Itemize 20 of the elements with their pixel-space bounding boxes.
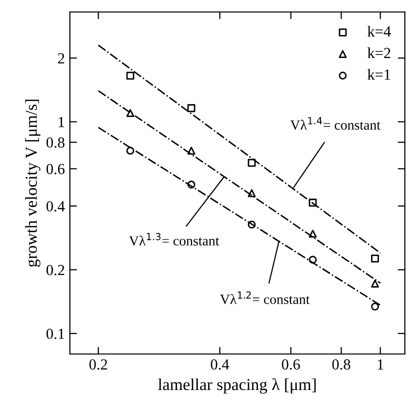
x-axis-title: lamellar spacing λ [μm] — [158, 378, 316, 394]
x-tick-label: 0.6 — [282, 359, 300, 370]
legend-label: k=4 — [367, 26, 391, 36]
y-tick-label: 2 — [58, 53, 64, 64]
legend-label: k=1 — [367, 69, 390, 80]
y-tick-label: 0.2 — [46, 264, 64, 276]
y-tick-label: 0.1 — [46, 328, 64, 339]
legend-label: k=2 — [367, 47, 390, 58]
y-tick-label: 1 — [58, 116, 64, 128]
y-axis-title: growth velocity V [μm/s] — [25, 100, 40, 267]
y-tick-label: 0.6 — [46, 164, 65, 174]
annotation: Vλ$^{1.2}$= constant — [220, 291, 310, 304]
x-tick-label: 1 — [378, 359, 384, 370]
x-tick-label: 0.4 — [210, 359, 230, 370]
annotation: Vλ$^{1.3}$= constant — [129, 232, 220, 246]
x-tick-label: 0.8 — [332, 359, 350, 370]
x-tick-label: 0.2 — [89, 359, 108, 370]
annotation: Vλ$^{1.4}$= constant — [290, 117, 380, 130]
y-tick-label: 0.4 — [46, 201, 65, 212]
y-tick-label: 0.8 — [46, 137, 64, 148]
